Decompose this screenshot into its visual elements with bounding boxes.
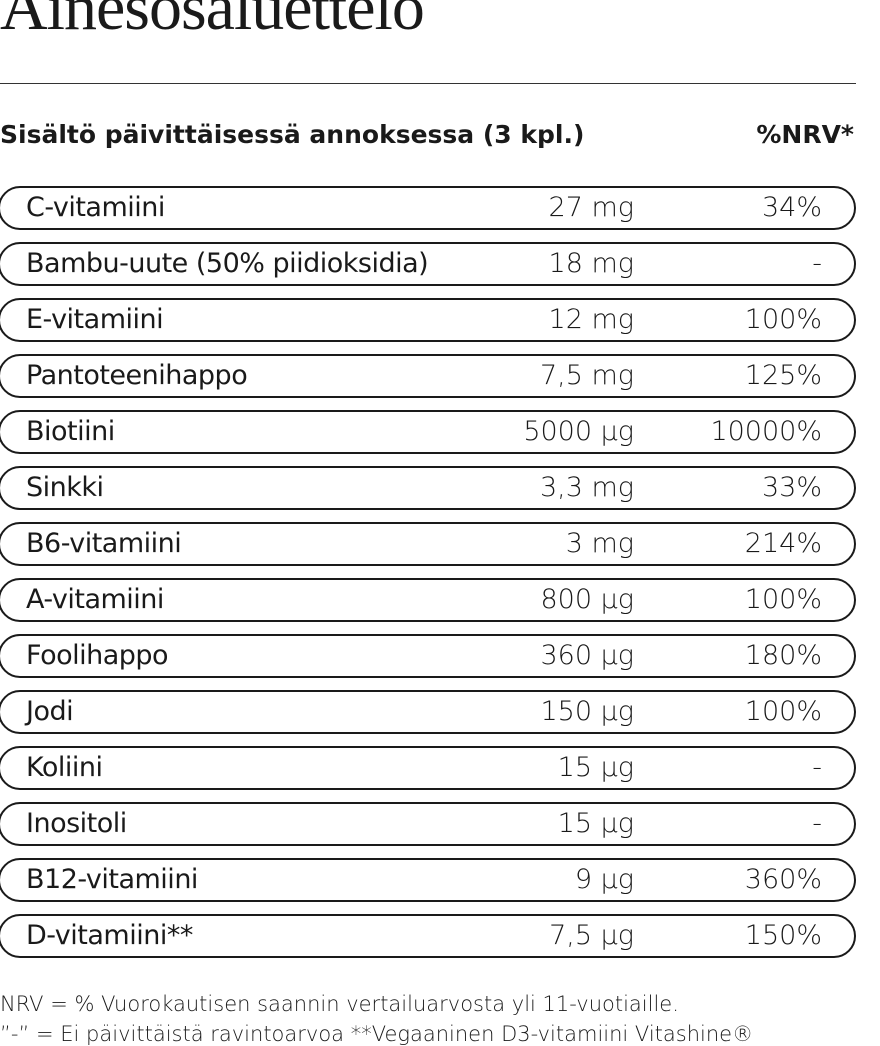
header-label: Sisältö päivittäisessä annoksessa (3 kpl… — [0, 120, 585, 149]
amount: 15 µg — [557, 752, 634, 783]
ingredient-name: Bambu-uute (50% piidioksidia) — [26, 248, 429, 279]
amount: 800 µg — [540, 584, 635, 615]
nrv-percent: - — [812, 752, 822, 783]
nrv-percent: 100% — [744, 304, 822, 335]
table-row: Jodi 150 µg 100% — [0, 690, 856, 734]
ingredient-name: Jodi — [26, 696, 74, 727]
amount: 7,5 µg — [549, 920, 634, 951]
amount: 12 mg — [548, 304, 634, 335]
amount: 3,3 mg — [539, 472, 634, 503]
table-row: Sinkki 3,3 mg 33% — [0, 466, 856, 510]
title: Ainesosaluettelo — [0, 0, 425, 44]
ingredient-name: B6-vitamiini — [26, 528, 182, 559]
divider — [0, 83, 856, 84]
table-row: Bambu-uute (50% piidioksidia) 18 mg - — [0, 242, 856, 286]
amount: 7,5 mg — [539, 360, 634, 391]
table-row: Biotiini 5000 µg 10000% — [0, 410, 856, 454]
amount: 3 mg — [565, 528, 634, 559]
nrv-percent: - — [812, 248, 822, 279]
nrv-percent: 33% — [761, 472, 822, 503]
table-row: Koliini 15 µg - — [0, 746, 856, 790]
nrv-percent: 150% — [744, 920, 822, 951]
nrv-percent: 214% — [744, 528, 822, 559]
ingredient-name: Inositoli — [26, 808, 127, 839]
nrv-percent: 34% — [761, 192, 822, 223]
footnote: ”-” = Ei päivittäistä ravintoarvoa **Veg… — [0, 1022, 754, 1046]
ingredient-name: C-vitamiini — [26, 192, 165, 223]
nrv-percent: 360% — [744, 864, 822, 895]
table-row: Pantoteenihappo 7,5 mg 125% — [0, 354, 856, 398]
ingredient-name: A-vitamiini — [26, 584, 164, 615]
nrv-percent: 100% — [744, 696, 822, 727]
table-row: C-vitamiini 27 mg 34% — [0, 186, 856, 230]
amount: 150 µg — [540, 696, 635, 727]
ingredient-name: B12-vitamiini — [26, 864, 198, 895]
table-row: B12-vitamiini 9 µg 360% — [0, 858, 856, 902]
nrv-percent: 100% — [744, 584, 822, 615]
nrv-percent: 10000% — [710, 416, 822, 447]
amount: 15 µg — [557, 808, 634, 839]
ingredient-name: Sinkki — [26, 472, 104, 503]
footnote: NRV = % Vuorokautisen saannin vertailuar… — [0, 992, 679, 1016]
nrv-percent: 125% — [744, 360, 822, 391]
table-row: D-vitamiini** 7,5 µg 150% — [0, 914, 856, 958]
amount: 18 mg — [548, 248, 634, 279]
table-row: Inositoli 15 µg - — [0, 802, 856, 846]
table-row: Foolihappo 360 µg 180% — [0, 634, 856, 678]
amount: 9 µg — [574, 864, 634, 895]
amount: 27 mg — [548, 192, 634, 223]
ingredient-name: Pantoteenihappo — [26, 360, 248, 391]
ingredient-name: Koliini — [26, 752, 103, 783]
amount: 5000 µg — [523, 416, 634, 447]
ingredient-name: E-vitamiini — [26, 304, 164, 335]
header-nrv: %NRV* — [756, 120, 854, 149]
nrv-percent: - — [812, 808, 822, 839]
amount: 360 µg — [540, 640, 635, 671]
table-row: A-vitamiini 800 µg 100% — [0, 578, 856, 622]
ingredient-name: Foolihappo — [26, 640, 169, 671]
table-row: B6-vitamiini 3 mg 214% — [0, 522, 856, 566]
ingredient-name: Biotiini — [26, 416, 115, 447]
ingredient-name: D-vitamiini** — [26, 920, 193, 951]
nrv-percent: 180% — [744, 640, 822, 671]
table-row: E-vitamiini 12 mg 100% — [0, 298, 856, 342]
